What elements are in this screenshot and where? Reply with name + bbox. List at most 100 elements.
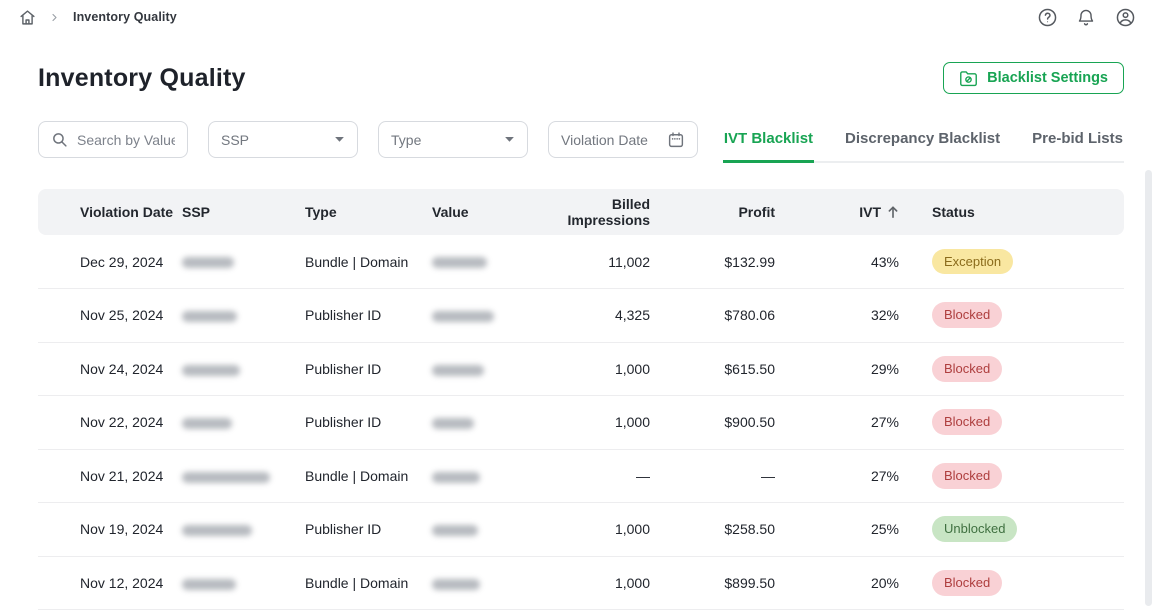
value-redacted-value [432,311,494,323]
cell-profit: $899.50 [650,556,775,610]
cell-ivt: 29% [775,342,899,396]
cell-value [432,502,532,557]
value-redacted-value [432,578,480,590]
chevron-right-icon [50,13,59,22]
col-header-status[interactable]: Status [899,189,1124,235]
ssp-redacted-value [182,364,240,376]
cell-ssp [182,235,305,289]
cell-status: Blocked [899,556,1124,610]
status-badge: Blocked [932,569,1003,596]
cell-date: Dec 29, 2024 [38,235,182,289]
cell-impressions: 1,000 [532,342,650,396]
cell-ssp [182,395,305,450]
cell-date: Nov 24, 2024 [38,342,182,396]
cell-date: Nov 12, 2024 [38,556,182,610]
cell-value [432,235,532,289]
col-header-ssp[interactable]: SSP [182,189,305,235]
table-row[interactable]: Nov 22, 2024 Publisher ID 1,000 $900.50 27% B… [38,395,1124,450]
tab-bar: IVT Blacklist Discrepancy Blacklist Pre-… [722,121,1124,163]
search-box[interactable] [38,121,188,158]
cell-ssp [182,449,305,503]
status-badge: Blocked [932,462,1003,489]
cell-ssp [182,288,305,343]
page-title: Inventory Quality [38,63,246,92]
cell-impressions: 1,000 [532,556,650,610]
page-content: Inventory Quality Blacklist Settings SSP [0,62,1154,610]
cell-status: Exception [899,235,1124,289]
help-icon[interactable] [1036,6,1058,28]
value-redacted-value [432,364,484,376]
cell-impressions: 11,002 [532,235,650,289]
tab-pre-bid-lists[interactable]: Pre-bid Lists [1032,130,1123,147]
ssp-redacted-value [182,418,232,430]
cell-status: Blocked [899,449,1124,503]
cell-profit: $615.50 [650,342,775,396]
table-row[interactable]: Nov 25, 2024 Publisher ID 4,325 $780.06 32% B… [38,288,1124,343]
cell-profit: — [650,449,775,503]
table-row[interactable]: Nov 19, 2024 Publisher ID 1,000 $258.50 25% U… [38,502,1124,557]
ssp-redacted-value [182,257,234,269]
cell-status: Blocked [899,288,1124,343]
col-header-type[interactable]: Type [305,189,432,235]
sort-ascending-arrow-icon[interactable] [887,205,899,219]
tab-ivt-blacklist[interactable]: IVT Blacklist [722,121,815,163]
ssp-redacted-value [182,525,252,537]
topbar-actions [1036,6,1136,28]
status-badge: Blocked [932,302,1003,329]
blacklist-settings-label: Blacklist Settings [987,70,1108,86]
cell-date: Nov 21, 2024 [38,449,182,503]
cell-profit: $258.50 [650,502,775,557]
cell-status: Blocked [899,395,1124,450]
cell-type: Bundle | Domain [305,556,432,610]
col-header-profit[interactable]: Profit [650,189,775,235]
table-row[interactable]: Nov 12, 2024 Bundle | Domain 1,000 $899.50 2… [38,556,1124,610]
cell-impressions: — [532,449,650,503]
blocked-folder-icon [959,70,978,87]
cell-ssp [182,556,305,610]
table-row[interactable]: Nov 21, 2024 Bundle | Domain — —27% Blocked [38,449,1124,503]
cell-type: Bundle | Domain [305,235,432,289]
ssp-filter-dropdown[interactable]: SSP [208,121,358,158]
cell-value [432,556,532,610]
table-header-row: Violation Date SSP Type Value Billed Imp… [38,189,1124,235]
cell-ivt: 27% [775,395,899,450]
ssp-filter-label: SSP [221,131,250,148]
type-filter-dropdown[interactable]: Type [378,121,528,158]
cell-type: Bundle | Domain [305,449,432,503]
cell-ivt: 43% [775,235,899,289]
cell-ssp [182,342,305,396]
ssp-redacted-value [182,578,236,590]
cell-ivt: 27% [775,449,899,503]
breadcrumb-current: Inventory Quality [73,10,177,24]
home-icon[interactable] [18,8,36,26]
violation-date-label: Violation Date [561,131,648,148]
col-header-billed-impressions[interactable]: Billed Impressions [532,189,650,235]
cell-ivt: 20% [775,556,899,610]
tab-discrepancy-blacklist[interactable]: Discrepancy Blacklist [845,130,1001,147]
col-header-ivt[interactable]: IVT [775,189,899,235]
account-avatar-icon[interactable] [1114,6,1136,28]
blacklist-settings-button[interactable]: Blacklist Settings [943,62,1124,94]
col-header-violation-date[interactable]: Violation Date [38,189,182,235]
violation-date-picker[interactable]: Violation Date [548,121,698,158]
status-badge: Exception [932,248,1014,275]
value-redacted-value [432,418,474,430]
cell-type: Publisher ID [305,342,432,396]
table-row[interactable]: Dec 29, 2024 Bundle | Domain 11,002 $132.99… [38,235,1124,289]
col-header-value[interactable]: Value [432,189,532,235]
breadcrumb: Inventory Quality [18,8,177,26]
blacklist-table: Violation Date SSP Type Value Billed Imp… [38,189,1124,610]
filter-bar: SSP Type Violation Date IVT Blacklist [38,121,1124,163]
cell-impressions: 1,000 [532,502,650,557]
type-filter-label: Type [391,131,422,148]
cell-value [432,449,532,503]
value-redacted-value [432,257,487,269]
chevron-down-icon [504,136,515,143]
table-body: Dec 29, 2024 Bundle | Domain 11,002 $132.99… [38,235,1124,610]
table-row[interactable]: Nov 24, 2024 Publisher ID 1,000 $615.50 29% B… [38,342,1124,396]
notifications-bell-icon[interactable] [1075,6,1097,28]
chevron-down-icon [334,136,345,143]
search-input[interactable] [77,131,175,148]
vertical-scrollbar[interactable] [1145,170,1152,606]
value-redacted-value [432,525,478,537]
